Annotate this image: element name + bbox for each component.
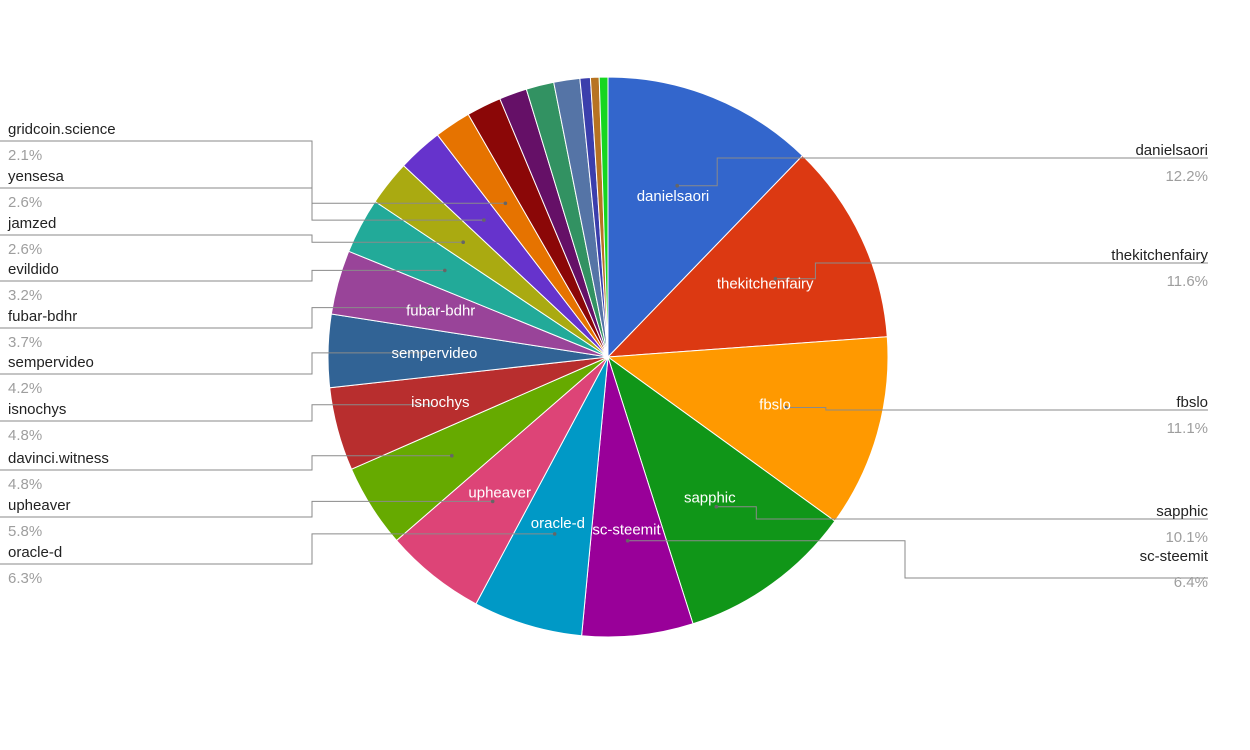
legend: danielsaori 12.2% thekitchenfairy 11.6% fbsl… — [7, 121, 1209, 591]
inner-label-fubar-bdhr: fubar-bdhr — [406, 303, 475, 320]
leader-danielsaori — [677, 157, 1208, 187]
legend-name-thekitchenfairy: thekitchenfairy — [1111, 247, 1208, 264]
legend-pct-sapphic: 10.1% — [1165, 529, 1208, 546]
legend-name-sapphic: sapphic — [1156, 503, 1208, 520]
leader-dot-gridcoin-science — [503, 201, 508, 206]
leader-isnochys — [0, 404, 430, 422]
leader-sempervideo — [0, 352, 424, 375]
leader-dot-sempervideo — [421, 351, 426, 355]
leader-dot-fubar-bdhr — [428, 305, 432, 310]
leader-dot-fbslo — [784, 405, 788, 410]
legend-pct-gridcoin-science: 2.1% — [8, 147, 42, 164]
leader-dot-sapphic — [714, 504, 719, 509]
legend-pct-sempervideo: 4.2% — [8, 380, 42, 397]
legend-pct-yensesa: 2.6% — [8, 194, 42, 211]
legend-name-yensesa: yensesa — [8, 168, 65, 185]
slice-thekitchenfairy — [606, 154, 888, 358]
legend-pct-jamzed: 2.6% — [8, 241, 42, 258]
leader-fbslo — [785, 407, 1208, 411]
legend-name-jamzed: jamzed — [7, 215, 56, 232]
leader-gridcoin-science — [0, 140, 506, 204]
legend-name-oracle-d: oracle-d — [8, 544, 62, 561]
leader-fubar-bdhr — [0, 307, 430, 329]
leader-evildido — [0, 269, 445, 282]
legend-pct-davinci-witness: 4.8% — [8, 476, 42, 493]
inner-label-danielsaori: danielsaori — [637, 188, 710, 205]
leader-dot-sc-steemit — [625, 538, 630, 543]
legend-name-sc-steemit: sc-steemit — [1140, 548, 1209, 565]
legend-pct-isnochys: 4.8% — [8, 427, 42, 444]
leader-dot-evildido — [443, 268, 447, 273]
inner-label-sempervideo: sempervideo — [391, 345, 477, 362]
leader-dot-jamzed — [461, 240, 466, 244]
legend-name-gridcoin-science: gridcoin.science — [8, 121, 116, 138]
leader-dot-davinci-witness — [450, 453, 454, 458]
legend-name-evildido: evildido — [8, 261, 59, 278]
inner-label-oracle-d: oracle-d — [531, 515, 585, 532]
legend-pct-evildido: 3.2% — [8, 287, 42, 304]
slice-other-21 — [598, 76, 609, 358]
legend-pct-thekitchenfairy: 11.6% — [1167, 273, 1208, 290]
inner-label-upheaver: upheaver — [468, 485, 531, 502]
leader-jamzed — [0, 234, 464, 243]
inner-label-sapphic: sapphic — [684, 490, 736, 507]
legend-name-upheaver: upheaver — [8, 497, 71, 514]
inner-label-thekitchenfairy: thekitchenfairy — [717, 275, 814, 292]
legend-pct-sc-steemit: 6.4% — [1174, 574, 1208, 591]
legend-pct-oracle-d: 6.3% — [8, 570, 42, 587]
inner-label-fbslo: fbslo — [759, 397, 791, 414]
legend-pct-fbslo: 11.1% — [1167, 420, 1208, 437]
inner-labels: danielsaori thekitchenfairy fbslo sapphic sc… — [391, 188, 814, 539]
legend-name-isnochys: isnochys — [8, 401, 66, 418]
slice-danielsaori — [607, 76, 804, 359]
pie-slices — [327, 76, 889, 638]
leader-dot-oracle-d — [552, 532, 557, 536]
legend-pct-danielsaori: 12.2% — [1165, 168, 1208, 185]
leader-upheaver — [0, 500, 493, 518]
legend-name-sempervideo: sempervideo — [8, 354, 94, 371]
legend-name-danielsaori: danielsaori — [1135, 142, 1208, 159]
leader-dot-yensesa — [482, 218, 486, 222]
inner-label-sc-steemit: sc-steemit — [592, 522, 661, 539]
leader-dot-upheaver — [490, 499, 495, 504]
legend-pct-fubar-bdhr: 3.7% — [8, 334, 42, 351]
leader-dot-isnochys — [427, 402, 432, 407]
slice-sc-steemit — [581, 356, 694, 638]
leader-lines — [0, 140, 1208, 579]
legend-name-davinci-witness: davinci.witness — [8, 450, 109, 467]
leader-thekitchenfairy — [775, 262, 1208, 280]
leader-sapphic — [716, 506, 1208, 520]
legend-pct-upheaver: 5.8% — [8, 523, 42, 540]
legend-name-fubar-bdhr: fubar-bdhr — [8, 308, 77, 325]
leader-oracle-d — [0, 533, 555, 565]
slice-fbslo — [606, 336, 889, 522]
leader-yensesa — [0, 187, 484, 221]
leader-dot-danielsaori — [675, 183, 679, 188]
leader-sc-steemit — [627, 540, 1208, 579]
inner-label-isnochys: isnochys — [411, 394, 469, 411]
legend-name-fbslo: fbslo — [1176, 394, 1208, 411]
leader-davinci-witness — [0, 455, 452, 471]
leader-dot-thekitchenfairy — [773, 276, 778, 281]
slice-sapphic — [607, 355, 836, 625]
